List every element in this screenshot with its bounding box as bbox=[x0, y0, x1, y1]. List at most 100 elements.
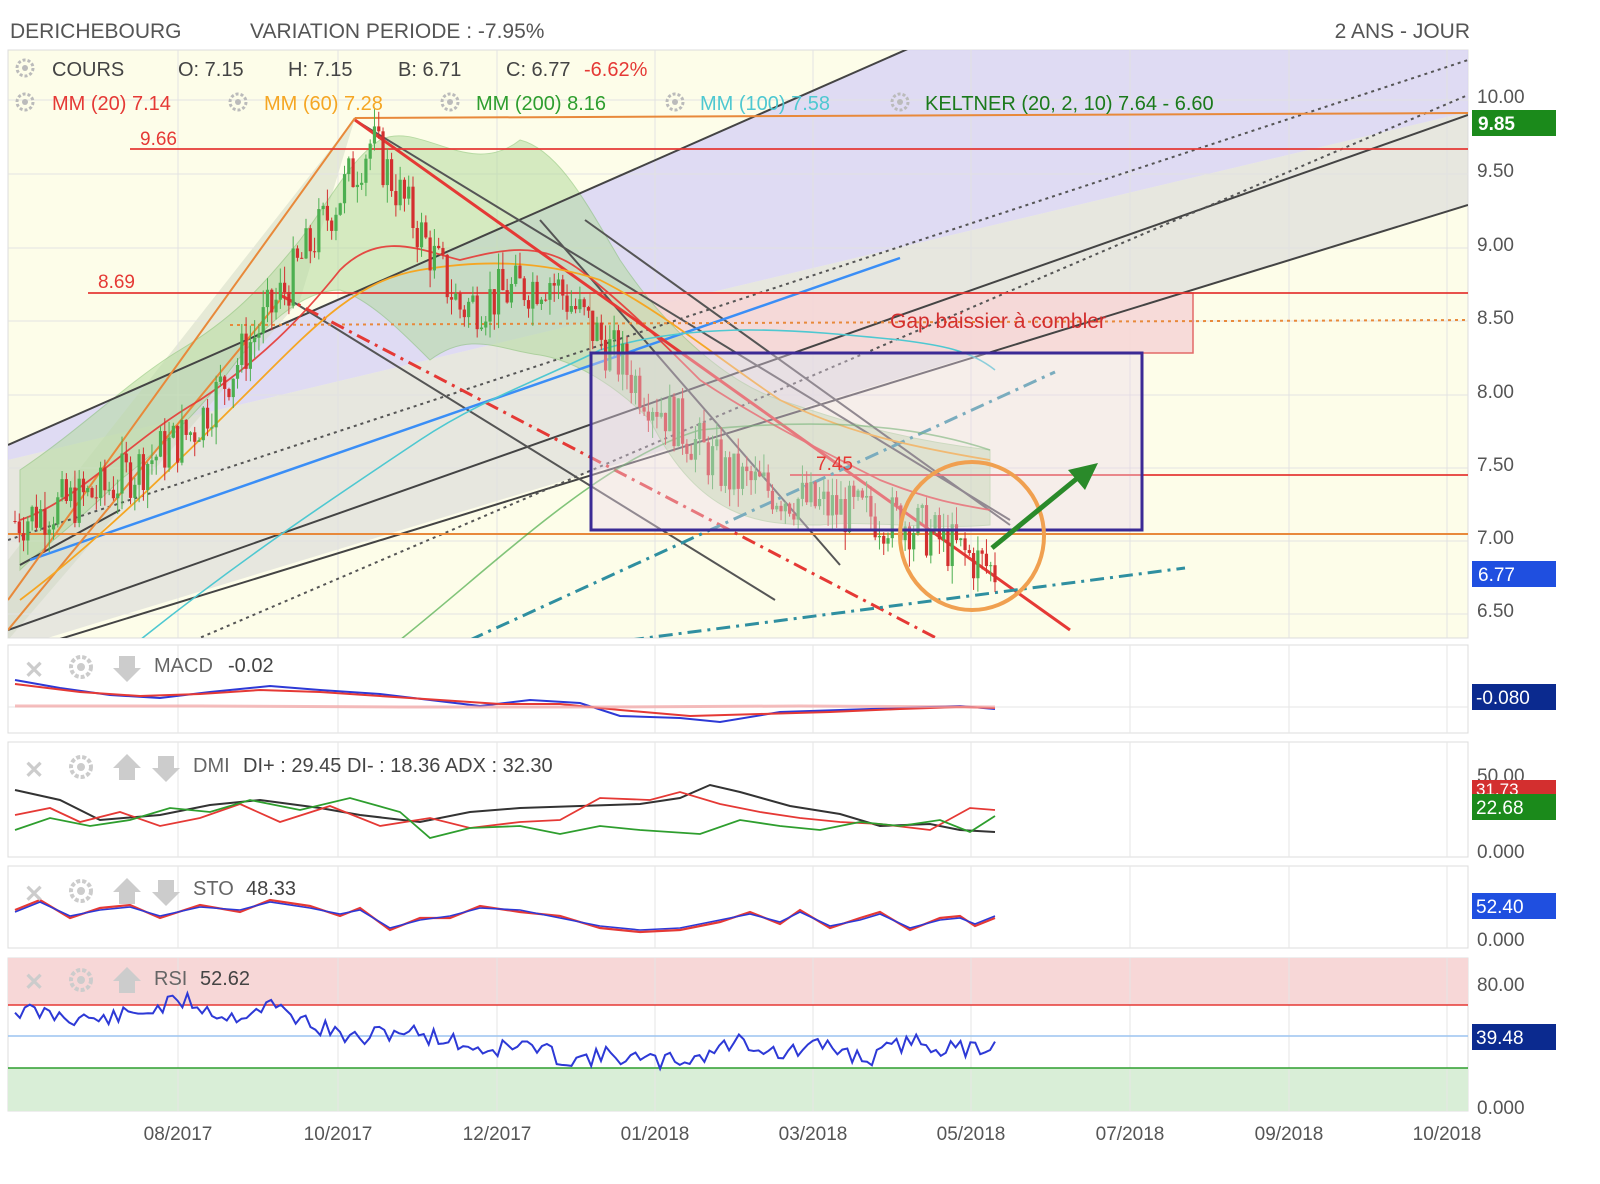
symbol-label: DERICHEBOURG bbox=[10, 20, 182, 43]
gear-icon[interactable] bbox=[69, 755, 93, 779]
keltner-legend: KELTNER (20, 2, 10) 7.64 - 6.60 bbox=[925, 93, 1214, 115]
candle-body bbox=[796, 498, 800, 520]
candle-body bbox=[638, 375, 642, 408]
candle-body bbox=[984, 553, 989, 567]
candle-body bbox=[355, 184, 359, 188]
candle-body bbox=[830, 495, 834, 516]
candle-body bbox=[120, 453, 124, 494]
candle-body bbox=[595, 322, 599, 341]
candle-body bbox=[822, 491, 826, 499]
arrow-up-icon[interactable] bbox=[113, 967, 141, 993]
candle-body bbox=[60, 479, 64, 498]
x-tick: 12/2017 bbox=[463, 1124, 532, 1145]
candle-body bbox=[950, 524, 954, 567]
candle-body bbox=[98, 467, 103, 498]
candle-body bbox=[441, 248, 445, 255]
candle-body bbox=[368, 143, 372, 159]
candle-body bbox=[278, 282, 282, 300]
price-tag-last-bg bbox=[1472, 561, 1556, 587]
candle-body bbox=[479, 327, 484, 330]
x-tick: 01/2018 bbox=[621, 1124, 690, 1145]
candle-body bbox=[158, 431, 163, 457]
candle-body bbox=[184, 419, 188, 435]
gear-icon[interactable] bbox=[69, 968, 93, 992]
candle-body bbox=[201, 407, 205, 441]
candle-body bbox=[813, 482, 817, 507]
candle-body bbox=[261, 307, 265, 334]
dmi-tag-green-bg bbox=[1472, 794, 1556, 820]
candle-body bbox=[415, 227, 419, 248]
candle-body bbox=[64, 479, 68, 501]
close-value: C: 6.77 bbox=[506, 59, 570, 81]
candle-body bbox=[253, 337, 257, 343]
candle-body bbox=[762, 472, 766, 477]
candle-body bbox=[51, 524, 56, 530]
candle-body bbox=[723, 457, 727, 486]
arrow-up-icon[interactable] bbox=[113, 754, 141, 780]
candle-body bbox=[847, 485, 852, 533]
candle-body bbox=[565, 295, 569, 312]
candle-body bbox=[21, 533, 26, 541]
candle-body bbox=[873, 516, 877, 538]
price-tag-last: 6.77 bbox=[1478, 565, 1515, 586]
gear-icon[interactable] bbox=[228, 92, 248, 112]
gear-icon[interactable] bbox=[69, 879, 93, 903]
candle-body bbox=[411, 186, 415, 228]
gear-icon[interactable] bbox=[890, 92, 910, 112]
candle-body bbox=[180, 419, 184, 463]
candle-body bbox=[214, 381, 218, 428]
candle-body bbox=[937, 515, 941, 540]
x-axis: 08/2017 10/2017 12/2017 01/2018 03/2018 … bbox=[144, 1124, 1482, 1145]
candle-body bbox=[432, 245, 436, 271]
mm200-legend: MM (200) 8.16 bbox=[476, 93, 606, 115]
candle-body bbox=[163, 431, 167, 468]
candle-body bbox=[205, 407, 210, 429]
candle-body bbox=[728, 457, 732, 490]
gear-icon[interactable] bbox=[69, 655, 93, 679]
arrow-down-icon[interactable] bbox=[113, 656, 141, 682]
candle-body bbox=[197, 440, 201, 442]
sto-label: STO bbox=[193, 878, 234, 900]
candle-body bbox=[758, 471, 762, 477]
candle-body bbox=[94, 497, 98, 499]
candle-body bbox=[128, 462, 133, 498]
candle-body bbox=[176, 425, 180, 463]
close-icon[interactable]: ✕ bbox=[24, 757, 44, 784]
candle-body bbox=[989, 565, 993, 567]
gear-icon[interactable] bbox=[440, 92, 460, 112]
candle-body bbox=[843, 498, 847, 533]
candle-body bbox=[646, 411, 650, 421]
x-tick: 07/2018 bbox=[1096, 1124, 1165, 1145]
candle-body bbox=[633, 375, 638, 393]
arrow-down-icon[interactable] bbox=[152, 756, 180, 782]
candle-body bbox=[291, 248, 295, 306]
close-icon[interactable]: ✕ bbox=[24, 657, 44, 684]
candle-body bbox=[946, 528, 950, 567]
candle-body bbox=[882, 535, 886, 544]
candle-body bbox=[467, 301, 471, 318]
close-icon[interactable]: ✕ bbox=[24, 881, 44, 908]
candle-body bbox=[621, 343, 625, 375]
arrow-up-icon[interactable] bbox=[113, 878, 141, 904]
gear-icon[interactable] bbox=[15, 58, 35, 78]
candle-body bbox=[676, 398, 680, 447]
candle-body bbox=[719, 439, 723, 486]
candle-body bbox=[227, 388, 231, 398]
candle-body bbox=[188, 432, 193, 435]
candle-body bbox=[685, 443, 689, 454]
dmi-value: DI+ : 29.45 DI- : 18.36 ADX : 32.30 bbox=[243, 755, 553, 777]
candle-body bbox=[437, 245, 441, 249]
gear-icon[interactable] bbox=[665, 92, 685, 112]
macd-tag: -0.080 bbox=[1476, 688, 1530, 709]
close-icon[interactable]: ✕ bbox=[24, 969, 44, 996]
x-tick: 05/2018 bbox=[937, 1124, 1006, 1145]
gap-annotation: Gap baissier à combler bbox=[890, 310, 1106, 333]
gear-icon[interactable] bbox=[15, 92, 35, 112]
candle-body bbox=[663, 412, 668, 432]
candle-body bbox=[124, 453, 128, 463]
period-label[interactable]: 2 ANS - JOUR bbox=[1335, 20, 1470, 43]
candle-body bbox=[141, 454, 145, 491]
arrow-down-icon[interactable] bbox=[152, 880, 180, 906]
candle-body bbox=[509, 283, 514, 303]
variation-label: VARIATION PERIODE : -7.95% bbox=[250, 20, 544, 43]
